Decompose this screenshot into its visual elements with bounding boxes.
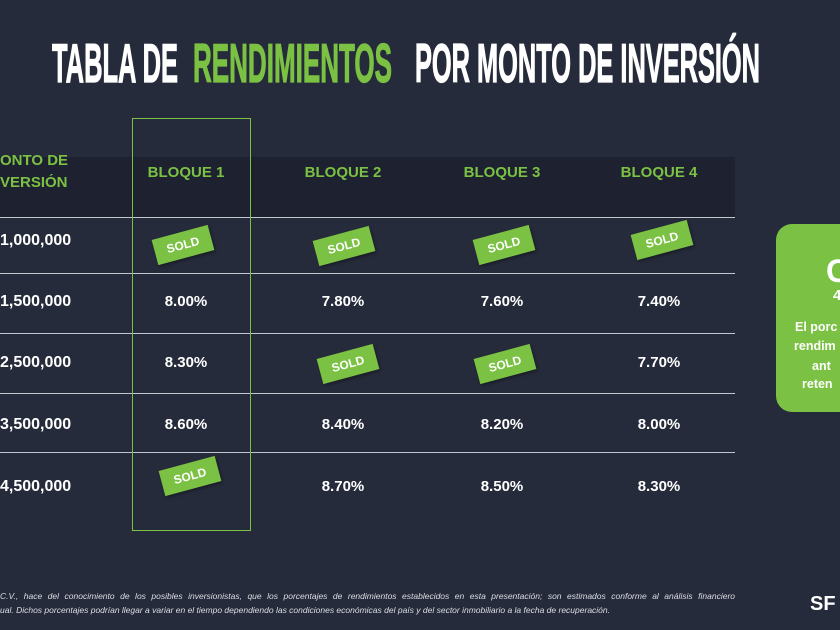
highlighted-column-frame — [132, 118, 251, 531]
amount-header-line-1: ONTO DE — [0, 152, 69, 169]
amount-header-line-2: VERSIÓN — [0, 174, 68, 191]
card-text-line: rendim — [794, 339, 836, 353]
title-lead: TABLA DE — [52, 32, 178, 94]
card-text-line: El porc — [795, 320, 838, 334]
title-highlight: RENDIMIENTOS — [193, 32, 392, 94]
yield-cell: 7.60% — [480, 293, 524, 310]
yield-cell: 8.00% — [637, 416, 681, 433]
table-header-band — [0, 157, 735, 217]
amount-cell: 2,500,000 — [0, 354, 72, 371]
row-divider — [0, 273, 735, 274]
table-row: 4,500,000 SOLD 8.70% 8.50% 8.30% — [0, 455, 735, 517]
company-logo: SF — [810, 594, 836, 614]
yield-cell: 8.60% — [164, 416, 208, 433]
sold-sticker: SOLD — [630, 219, 694, 261]
column-header-bloque-2: BLOQUE 2 — [304, 164, 382, 181]
yield-cell: 8.30% — [637, 478, 681, 495]
card-heading: C — [826, 255, 840, 287]
column-header-bloque-3: BLOQUE 3 — [463, 164, 541, 181]
column-header-bloque-1: BLOQUE 1 — [147, 164, 225, 181]
row-divider — [0, 452, 735, 453]
yield-cell: 8.20% — [480, 416, 524, 433]
card-subheading: 4 — [833, 288, 840, 303]
card-text-line: reten — [802, 377, 833, 391]
amount-cell: 4,500,000 — [0, 478, 72, 495]
sold-sticker: SOLD — [473, 343, 537, 385]
table-row: 1,000,000 SOLD SOLD SOLD SOLD — [0, 211, 735, 271]
yield-cell: 8.70% — [321, 478, 365, 495]
column-header-bloque-4: BLOQUE 4 — [620, 164, 698, 181]
row-divider — [0, 217, 735, 218]
amount-cell: 1,000,000 — [0, 232, 72, 249]
sold-sticker: SOLD — [316, 343, 380, 385]
yield-cell: 8.40% — [321, 416, 365, 433]
row-divider — [0, 333, 735, 334]
disclaimer-line-2: ual. Dichos porcentajes podrían llegar a… — [0, 605, 610, 615]
title-tail: POR MONTO DE INVERSIÓN — [415, 32, 760, 94]
row-divider — [0, 393, 735, 394]
table-row: 2,500,000 8.30% SOLD SOLD 7.70% — [0, 333, 735, 393]
card-text-line: ant — [812, 359, 831, 373]
yield-cell: 7.80% — [321, 293, 365, 310]
sold-sticker: SOLD — [312, 225, 376, 267]
disclaimer-line-1: C.V., hace del conocimiento de los posib… — [0, 591, 735, 601]
table-row: 3,500,000 8.60% 8.40% 8.20% 8.00% — [0, 395, 735, 455]
slide-title: TABLA DE RENDIMIENTOS POR MONTO DE INVER… — [51, 31, 760, 94]
amount-cell: 3,500,000 — [0, 416, 72, 433]
sold-sticker: SOLD — [158, 455, 222, 497]
yield-cell: 7.40% — [637, 293, 681, 310]
yield-cell: 8.00% — [164, 293, 208, 310]
yield-cell: 8.30% — [164, 354, 208, 371]
yield-cell: 8.50% — [480, 478, 524, 495]
sold-sticker: SOLD — [151, 224, 215, 266]
table-row: 1,500,000 8.00% 7.80% 7.60% 7.40% — [0, 272, 735, 332]
side-info-card: C 4 El porc rendim ant reten — [776, 224, 840, 412]
amount-cell: 1,500,000 — [0, 293, 72, 310]
yield-cell: 7.70% — [637, 354, 681, 371]
sold-sticker: SOLD — [472, 224, 536, 266]
